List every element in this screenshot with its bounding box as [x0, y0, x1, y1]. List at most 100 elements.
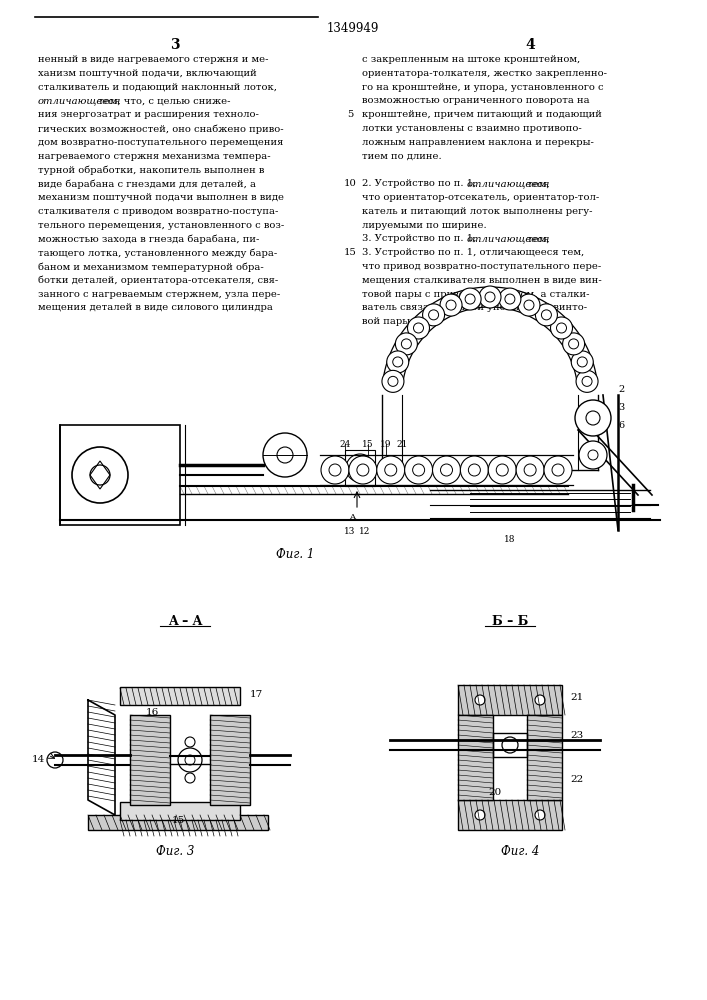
Text: 1349949: 1349949: [327, 22, 379, 35]
Text: дом возвратно-поступательного перемещения: дом возвратно-поступательного перемещени…: [38, 138, 284, 147]
Circle shape: [489, 456, 516, 484]
Text: 4: 4: [525, 38, 535, 52]
Circle shape: [90, 465, 110, 485]
Text: с закрепленным на штоке кронштейном,: с закрепленным на штоке кронштейном,: [362, 55, 580, 64]
Text: го на кронштейне, и упора, установленного с: го на кронштейне, и упора, установленног…: [362, 83, 604, 92]
Bar: [458, 685, 562, 715]
Circle shape: [185, 773, 195, 783]
Circle shape: [446, 300, 456, 310]
Text: 20: 20: [489, 788, 502, 797]
Circle shape: [505, 294, 515, 304]
Circle shape: [460, 456, 489, 484]
Bar: [88, 815, 268, 830]
Circle shape: [321, 456, 349, 484]
Circle shape: [524, 300, 534, 310]
Text: вой пары.: вой пары.: [362, 317, 414, 326]
Circle shape: [185, 737, 195, 747]
Circle shape: [568, 339, 578, 349]
Text: 16: 16: [146, 708, 158, 717]
Text: тельного перемещения, установленного с воз-: тельного перемещения, установленного с в…: [38, 221, 284, 230]
Text: отличающееся: отличающееся: [38, 96, 122, 105]
Circle shape: [433, 456, 460, 484]
Text: 15: 15: [344, 248, 356, 257]
Circle shape: [524, 464, 536, 476]
Circle shape: [357, 464, 369, 476]
Bar: [527, 715, 562, 800]
Text: 3. Устройство по п. 1,: 3. Устройство по п. 1,: [362, 234, 479, 243]
Text: Б – Б: Б – Б: [492, 615, 528, 628]
Bar: [60, 425, 180, 525]
Text: тем,: тем,: [524, 179, 549, 188]
Text: 14: 14: [32, 756, 45, 764]
Circle shape: [178, 748, 202, 772]
Circle shape: [577, 357, 588, 367]
Text: виде барабана с гнездами для деталей, а: виде барабана с гнездами для деталей, а: [38, 179, 256, 189]
Text: тем,: тем,: [524, 234, 549, 243]
Circle shape: [72, 447, 128, 503]
Text: 3: 3: [618, 403, 624, 412]
Circle shape: [440, 294, 462, 316]
Circle shape: [385, 464, 397, 476]
Circle shape: [571, 351, 593, 373]
Circle shape: [414, 323, 423, 333]
Circle shape: [349, 456, 377, 484]
Text: 21: 21: [570, 692, 583, 702]
Circle shape: [579, 441, 607, 469]
Text: нагреваемого стержня механизма темпера-: нагреваемого стержня механизма темпера-: [38, 152, 271, 161]
Text: 15: 15: [171, 816, 185, 825]
Bar: [458, 715, 493, 800]
Text: 10: 10: [344, 179, 356, 188]
Text: ватель связан с гайкой упомянутой винто-: ватель связан с гайкой упомянутой винто-: [362, 303, 587, 312]
Text: мещения сталкивателя выполнен в виде вин-: мещения сталкивателя выполнен в виде вин…: [362, 276, 602, 285]
Bar: [493, 733, 527, 757]
Circle shape: [516, 456, 544, 484]
Circle shape: [586, 411, 600, 425]
Circle shape: [185, 755, 195, 765]
Text: 21: 21: [397, 440, 408, 449]
Circle shape: [502, 737, 518, 753]
Circle shape: [355, 463, 365, 473]
Text: сталкивателя с приводом возвратно-поступа-: сталкивателя с приводом возвратно-поступ…: [38, 207, 279, 216]
Text: 18: 18: [504, 535, 515, 544]
Circle shape: [496, 464, 508, 476]
Circle shape: [535, 810, 545, 820]
Text: можностью захода в гнезда барабана, пи-: можностью захода в гнезда барабана, пи-: [38, 234, 259, 244]
Text: A: A: [349, 513, 355, 521]
Text: гических возможностей, оно снабжено приво-: гических возможностей, оно снабжено прив…: [38, 124, 284, 133]
Text: товой пары с приводным винтом, а сталки-: товой пары с приводным винтом, а сталки-: [362, 290, 590, 299]
Text: 2: 2: [618, 385, 624, 394]
Circle shape: [551, 317, 573, 339]
Circle shape: [382, 370, 404, 392]
Bar: [130, 715, 170, 805]
Text: что привод возвратно-поступательного пере-: что привод возвратно-поступательного пер…: [362, 262, 601, 271]
Circle shape: [475, 810, 485, 820]
Text: тем, что, с целью сниже-: тем, что, с целью сниже-: [95, 96, 230, 105]
Circle shape: [393, 357, 403, 367]
Circle shape: [563, 333, 585, 355]
Text: A – A: A – A: [168, 615, 202, 628]
Text: 23: 23: [570, 730, 583, 740]
Text: 22: 22: [570, 776, 583, 784]
Circle shape: [346, 454, 374, 482]
Text: 2. Устройство по п. 1,: 2. Устройство по п. 1,: [362, 179, 479, 188]
Circle shape: [402, 339, 411, 349]
Bar: [458, 800, 562, 830]
Text: ханизм поштучной подачи, включающий: ханизм поштучной подачи, включающий: [38, 69, 257, 78]
Bar: [210, 715, 250, 805]
Text: ненный в виде нагреваемого стержня и ме-: ненный в виде нагреваемого стержня и ме-: [38, 55, 269, 64]
Text: занного с нагреваемым стержнем, узла пере-: занного с нагреваемым стержнем, узла пер…: [38, 290, 280, 299]
Circle shape: [542, 310, 551, 320]
Circle shape: [329, 464, 341, 476]
Circle shape: [377, 456, 404, 484]
Text: 3: 3: [170, 38, 180, 52]
Circle shape: [387, 351, 409, 373]
Text: ботки деталей, ориентатора-отсекателя, свя-: ботки деталей, ориентатора-отсекателя, с…: [38, 276, 279, 285]
Circle shape: [404, 456, 433, 484]
Circle shape: [423, 304, 445, 326]
Text: Фиг. 1: Фиг. 1: [276, 548, 314, 561]
Circle shape: [544, 456, 572, 484]
Circle shape: [468, 464, 480, 476]
Circle shape: [277, 447, 293, 463]
Circle shape: [407, 317, 429, 339]
Text: 15: 15: [362, 440, 374, 449]
